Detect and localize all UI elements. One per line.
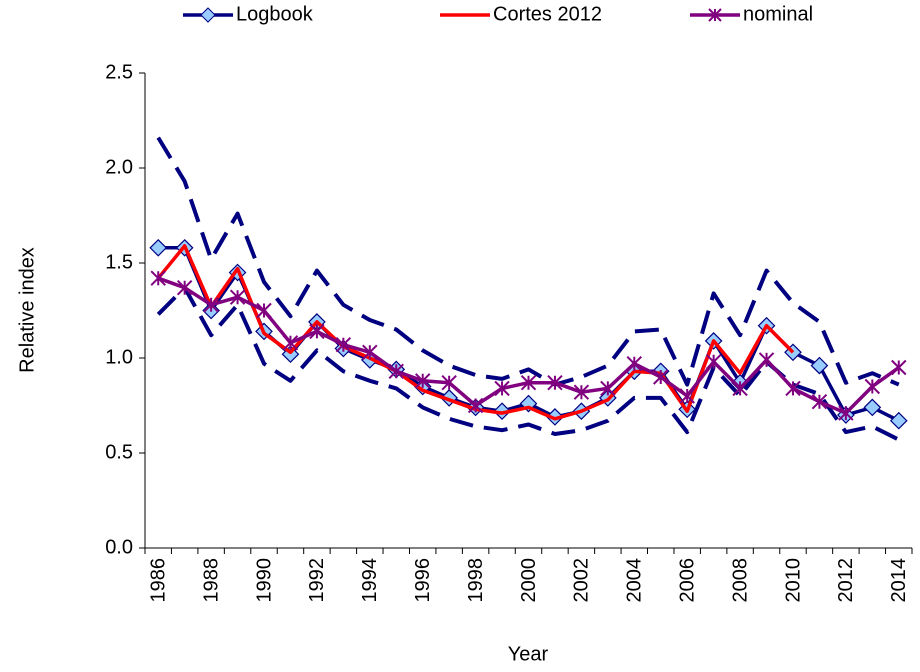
x-tick-label: 1988: [200, 558, 222, 603]
point-marker: [149, 238, 168, 257]
point-marker: [732, 380, 748, 397]
x-tick-label: 1994: [359, 558, 381, 603]
point-marker: [335, 336, 352, 353]
point-marker: [441, 374, 457, 391]
point-marker: [176, 279, 193, 296]
legend-label: Cortes 2012: [493, 3, 602, 25]
point-marker: [864, 378, 881, 395]
x-tick-label: 2014: [888, 558, 910, 603]
point-marker: [653, 369, 669, 385]
legend-marker: [708, 8, 722, 22]
y-tick-label: 0.5: [105, 441, 133, 463]
x-tick-label: 2008: [729, 558, 751, 603]
x-tick-label: 2010: [782, 558, 804, 603]
ci-line: [156, 285, 900, 442]
x-tick-label: 1998: [465, 558, 487, 603]
y-tick-label: 2.5: [105, 61, 133, 83]
x-axis-title: Year: [508, 643, 549, 665]
series-line: [156, 244, 795, 421]
x-tick-label: 1986: [148, 558, 170, 603]
point-marker: [785, 380, 801, 397]
point-marker: [203, 297, 219, 313]
point-marker: [758, 352, 775, 368]
point-marker: [810, 356, 829, 375]
point-marker: [679, 388, 695, 404]
point-marker: [309, 323, 325, 340]
x-tick-label: 1990: [253, 558, 275, 603]
point-marker: [467, 397, 484, 414]
x-tick-label: 2004: [624, 558, 646, 603]
y-axis-title: Relative index: [16, 247, 38, 373]
point-marker: [626, 355, 643, 372]
point-marker: [889, 411, 908, 430]
point-marker: [891, 359, 907, 376]
point-marker: [838, 405, 854, 421]
point-marker: [520, 374, 537, 391]
x-tick-label: 2012: [835, 558, 857, 603]
point-marker: [811, 393, 828, 410]
y-tick-label: 2.0: [105, 156, 133, 178]
point-marker: [256, 302, 272, 319]
point-marker: [573, 384, 590, 400]
point-marker: [600, 380, 616, 397]
y-tick-label: 0.0: [105, 536, 133, 558]
point-marker: [282, 335, 299, 351]
x-tick-label: 1996: [412, 558, 434, 603]
point-marker: [863, 398, 882, 417]
y-tick-label: 1.0: [105, 346, 133, 368]
x-tick-label: 2006: [676, 558, 698, 603]
legend-label: Logbook: [236, 3, 314, 25]
x-tick-label: 2002: [571, 558, 593, 603]
x-tick-label: 2000: [518, 558, 540, 603]
point-marker: [493, 402, 511, 421]
point-marker: [388, 363, 404, 380]
point-marker: [362, 344, 378, 361]
x-tick-label: 1992: [306, 558, 328, 603]
point-marker: [705, 354, 722, 370]
legend-marker: [200, 7, 216, 23]
point-marker: [494, 380, 510, 397]
legend-label: nominal: [743, 3, 813, 25]
point-marker: [547, 374, 563, 391]
ci-line: [156, 136, 900, 387]
point-marker: [414, 373, 431, 389]
y-tick-label: 1.5: [105, 251, 133, 273]
point-marker: [150, 270, 166, 286]
point-marker: [229, 289, 246, 305]
